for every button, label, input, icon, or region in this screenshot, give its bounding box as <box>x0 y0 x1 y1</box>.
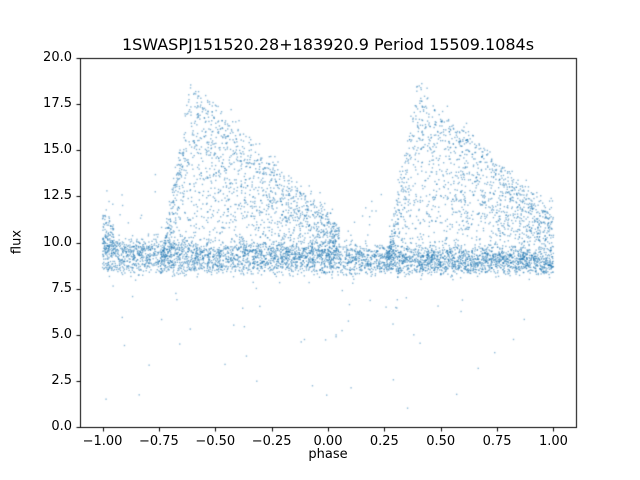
x-tick-label: 0.25 <box>369 434 399 449</box>
x-tick-label: 1.00 <box>538 434 568 449</box>
x-tick-label: −0.75 <box>138 434 179 449</box>
y-tick-label: 15.0 <box>43 142 72 158</box>
x-tick-label: 0.75 <box>482 434 512 449</box>
y-tick-label: 20.0 <box>43 50 72 65</box>
x-tick-label: −0.25 <box>251 434 292 449</box>
y-tick-label: 17.5 <box>43 96 72 112</box>
x-tick-label: 0.00 <box>313 434 343 449</box>
x-axis-label: phase <box>308 447 348 462</box>
y-tick-label: 10.0 <box>43 234 72 250</box>
y-tick-label: 12.5 <box>43 188 72 204</box>
x-tick-label: 0.50 <box>426 434 456 449</box>
x-tick-label: −0.50 <box>195 434 236 449</box>
y-tick-label: 5.0 <box>51 326 72 342</box>
y-tick-label: 0.0 <box>51 419 72 434</box>
y-tick-label: 2.5 <box>51 372 72 388</box>
chart-title: 1SWASPJ151520.28+183920.9 Period 15509.1… <box>121 35 535 54</box>
x-tick-label: −1.00 <box>82 434 123 449</box>
y-tick-label: 7.5 <box>51 280 72 296</box>
